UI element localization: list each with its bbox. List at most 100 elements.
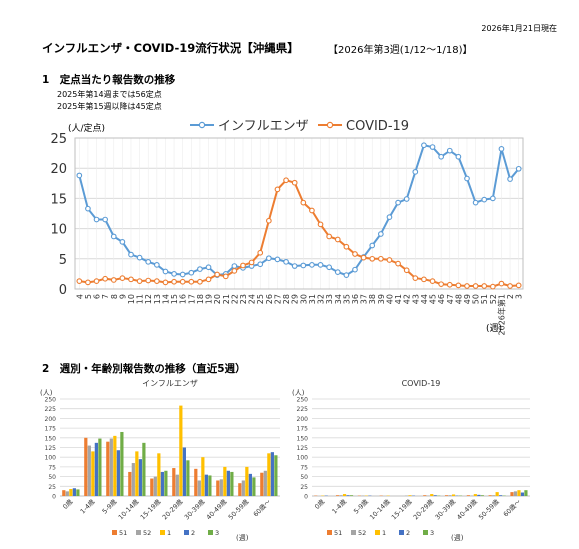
- bar: [98, 438, 102, 496]
- bar: [138, 459, 142, 496]
- data-point: [386, 214, 393, 220]
- x-tick-label: 19: [205, 294, 214, 304]
- data-point: [85, 279, 91, 286]
- legend-label: 51: [334, 529, 342, 537]
- x-tick-label: 40-49歳: [204, 497, 229, 522]
- bar: [194, 468, 198, 496]
- data-point: [93, 278, 100, 284]
- x-tick-label: 20-29歳: [411, 497, 436, 522]
- x-tick-label: 1-4歳: [78, 497, 97, 516]
- legend-label: 2: [191, 529, 195, 537]
- data-point: [438, 153, 445, 160]
- data-point: [300, 262, 307, 269]
- data-point: [179, 271, 186, 278]
- data-point: [472, 199, 479, 206]
- data-point: [507, 283, 513, 289]
- x-tick-label: 52: [489, 294, 498, 304]
- data-point: [248, 259, 255, 266]
- data-point: [446, 147, 453, 154]
- data-point: [128, 251, 134, 258]
- data-point: [343, 243, 350, 250]
- x-tick-label: 5: [84, 294, 93, 299]
- x-tick-label: 25: [256, 294, 265, 304]
- x-tick-label: 18: [196, 294, 205, 304]
- data-point: [369, 255, 376, 262]
- y-tick-label: 175: [45, 426, 57, 433]
- x-tick-label: 7: [101, 294, 110, 299]
- data-point: [102, 275, 109, 282]
- x-tick-label: 40: [385, 294, 394, 304]
- bar: [201, 457, 205, 496]
- bar: [208, 475, 212, 496]
- data-point: [464, 283, 470, 289]
- series-line: [78, 144, 520, 277]
- x-tick-label: 15-19歳: [138, 497, 163, 522]
- report-period: 【2026年第3週(1/12～1/18)】: [328, 45, 473, 56]
- y-tick-label: 10: [50, 223, 67, 238]
- bar: [346, 495, 350, 496]
- x-tick-label: 60歳～: [501, 497, 523, 519]
- x-tick-label: 5-9歳: [100, 497, 119, 516]
- data-point: [119, 239, 126, 245]
- y-tick-label: 50: [48, 474, 56, 481]
- bar: [260, 472, 264, 496]
- data-point: [489, 283, 496, 290]
- y-tick-label: 150: [45, 435, 57, 442]
- bar: [451, 494, 456, 496]
- data-point: [352, 251, 358, 257]
- y-tick-label: 5: [59, 253, 67, 268]
- section1-heading: 1 定点当たり報告数の推移: [42, 74, 176, 86]
- data-point: [455, 153, 462, 160]
- bar: [423, 495, 427, 496]
- bar: [477, 494, 481, 496]
- x-tick-label: 15: [170, 294, 179, 304]
- bar: [219, 479, 223, 496]
- data-point: [93, 216, 100, 223]
- y-axis-label: (人): [292, 389, 305, 397]
- bar: [84, 437, 88, 496]
- x-tick-label: 30: [299, 294, 308, 304]
- x-tick-label: 28: [282, 294, 291, 304]
- data-point: [326, 233, 333, 240]
- x-tick-label: 45: [429, 294, 438, 304]
- x-tick-label: 47: [446, 294, 455, 304]
- bar: [513, 491, 518, 496]
- data-point: [171, 271, 177, 277]
- data-point: [498, 280, 505, 287]
- data-point: [515, 282, 522, 289]
- x-tick-label: 10-14歳: [367, 497, 392, 522]
- x-tick-label: 14: [161, 294, 170, 304]
- bar: [524, 490, 528, 496]
- legend-swatch: [375, 530, 380, 535]
- x-tick-label: 38: [368, 294, 377, 304]
- y-tick-label: 15: [50, 192, 67, 207]
- x-tick-label: 6: [93, 294, 102, 299]
- x-axis-label: (週): [486, 323, 502, 334]
- chart-title: COVID-19: [402, 379, 441, 388]
- x-tick-label: 50: [472, 294, 481, 304]
- x-tick-label: 49: [463, 294, 472, 304]
- bar: [510, 492, 514, 496]
- x-tick-label: 32: [317, 294, 326, 304]
- data-point: [300, 199, 307, 206]
- x-tick-label: 30-39歳: [182, 497, 207, 522]
- bar: [223, 466, 227, 496]
- x-tick-label: 20-29歳: [160, 497, 185, 522]
- x-tick-label: 37: [360, 294, 369, 304]
- x-tick-label: 50-59歳: [476, 497, 501, 522]
- as-of-date: 2026年1月21日現在: [481, 24, 557, 33]
- data-point: [403, 267, 410, 274]
- bar: [175, 474, 179, 496]
- data-point: [283, 258, 289, 265]
- bar: [495, 492, 499, 496]
- influenza-age-bar-chart: 0 25 50 75 100 125 150 175 200 225 250 インフルエンザ (人) 0歳…: [40, 379, 280, 542]
- sentinel-note-2: 2025年第15週以降は45定点: [57, 102, 162, 111]
- data-point: [334, 269, 341, 275]
- legend-swatch: [351, 530, 356, 535]
- data-point: [136, 254, 143, 261]
- bar: [349, 495, 354, 496]
- data-point: [515, 165, 522, 172]
- legend-swatch: [399, 530, 404, 535]
- series-line: [79, 179, 519, 288]
- x-tick-label: 40-49歳: [455, 497, 480, 522]
